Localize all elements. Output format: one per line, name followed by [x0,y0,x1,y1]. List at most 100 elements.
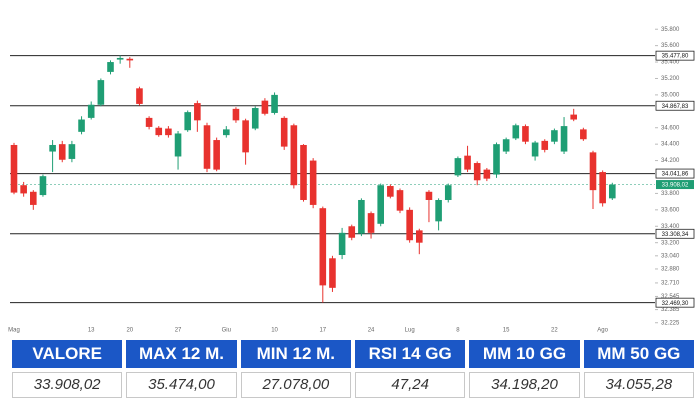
candle-body [300,144,307,200]
y-tick-label: 35.400 [661,60,680,66]
candle-body [145,117,153,127]
candle-body [58,144,66,160]
candle-body [97,80,105,105]
y-tick-label: 33.200 [661,240,680,246]
price-label: 33.908,02 [662,183,689,189]
candle-body [338,232,346,255]
candle-body [78,119,85,132]
table-value: 34.055,28 [583,372,694,398]
candle-body [232,108,240,121]
candle-body [454,158,462,176]
candle-body [223,129,230,136]
candle-body [348,226,356,238]
candle-body [20,185,27,194]
level-label-box [655,100,695,111]
table-header: MM 50 GG [583,340,694,368]
x-tick-label: 8 [456,328,460,334]
candle-body [444,185,452,200]
candle-body [522,126,529,142]
table-header: RSI 14 GG [355,340,466,368]
chart: 35.800 35.600 35.400 35.200 35.000 34.600 34.4… [8,27,695,334]
candle-body [242,120,249,153]
y-tick-label: 32.225 [661,320,680,326]
candle-body [30,191,37,205]
candle-body [39,176,47,196]
y-tick-label: 32.385 [661,307,680,313]
y-tick-label: 32.880 [661,267,680,273]
candle-body [425,191,433,200]
candle-body [570,114,577,120]
candle-body [136,88,143,104]
candle-body [194,103,201,121]
candle-body [165,128,172,136]
candle-body [435,199,442,222]
stats-table: VALORE MAX 12 M. MIN 12 M. RSI 14 GG MM 10 G… [12,340,694,398]
y-tick-label: 35.000 [661,92,680,98]
table-header: MIN 12 M. [240,340,351,368]
candle-body [271,94,278,113]
candle-body [261,100,269,114]
x-tick-label: 13 [88,328,95,334]
candle-body [174,133,182,157]
candle-body [377,185,384,224]
y-tick-label: 32.545 [661,294,680,300]
level-label: 32.469,30 [662,301,689,307]
table-value: 27.078,00 [240,372,351,398]
candle-body [203,125,211,169]
y-tick-label: 33.400 [661,224,680,230]
table-header: MM 10 GG [469,340,580,368]
level-label-box [655,297,695,308]
candle-body [184,112,191,131]
candle-body [251,108,259,129]
x-tick-label: Lug [405,328,415,334]
x-tick-label: 17 [319,328,326,334]
candle-body [406,209,413,241]
level-label-box [655,228,695,239]
candle-body [319,208,327,286]
y-tick-label: 33.600 [661,207,680,213]
y-tick-label: 35.800 [661,27,680,33]
candle-body [290,125,298,186]
table-header: MAX 12 M. [126,340,237,368]
y-tick-label: 35.200 [661,76,680,82]
candle-body [358,199,365,234]
candle-body [531,142,539,157]
candle-body [464,155,471,170]
candle-body [396,190,404,211]
y-tick-label: 33.800 [661,191,680,197]
level-label-box [655,168,695,179]
price-label-box [656,180,694,190]
candle-body [87,104,95,118]
candle-body [551,130,558,142]
candle-body [580,129,587,140]
candle-body [155,127,163,136]
table-value: 34.198,20 [469,372,580,398]
candle-body [493,144,500,175]
level-label: 34.041,86 [662,172,689,178]
candle-body [280,117,288,147]
candle-body [49,144,56,152]
y-tick-label: 34.400 [661,142,680,148]
candle-body [599,172,606,204]
candle-body [367,213,375,233]
candle-body [416,230,423,243]
candle-body [560,126,568,152]
candle-body [10,144,18,193]
candle-body [107,62,114,72]
candle-body [483,169,491,179]
x-tick-label: 24 [368,328,375,334]
level-label-box [655,50,695,61]
candle-body [309,160,317,205]
candle-body [512,125,520,139]
level-label: 34.867,83 [662,104,689,110]
x-tick-label: Mag [8,328,20,334]
table-value: 33.908,02 [12,372,123,398]
y-tick-label: 33.040 [661,253,680,259]
level-label: 35.477,80 [662,54,689,60]
x-tick-label: Giu [222,328,231,334]
candle-body [609,184,616,199]
candle-body [116,57,124,60]
y-tick-label: 34.200 [661,158,680,164]
candle-body [589,152,597,191]
